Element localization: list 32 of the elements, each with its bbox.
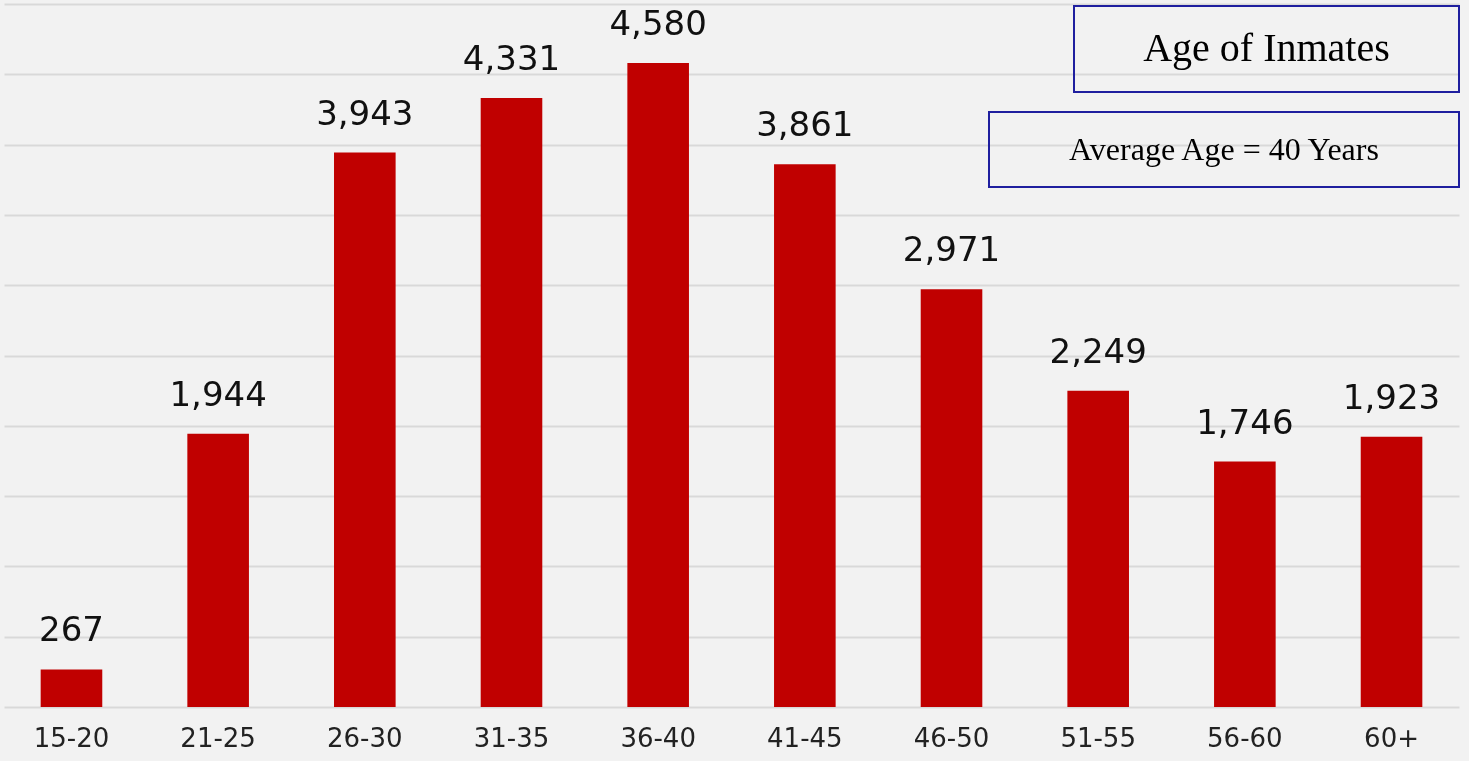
- data-label: 4,580: [609, 3, 707, 44]
- x-tick-label: 46-50: [913, 722, 990, 753]
- bar: [187, 433, 249, 707]
- data-label: 267: [39, 609, 104, 650]
- x-tick-label: 15-20: [33, 722, 110, 753]
- bar: [774, 164, 836, 707]
- x-tick-label: 56-60: [1207, 722, 1283, 753]
- data-label: 4,331: [462, 38, 561, 79]
- data-label: 1,923: [1342, 376, 1441, 417]
- bar: [40, 669, 103, 707]
- x-tick-label: 41-45: [767, 722, 843, 753]
- x-tick-label: 51-55: [1060, 722, 1136, 753]
- data-label: 3,861: [756, 104, 854, 145]
- bar: [920, 289, 983, 707]
- bar: [1067, 390, 1129, 707]
- data-label: 3,943: [316, 92, 414, 133]
- annotation: Average Age = 40 Years: [1069, 130, 1379, 167]
- x-tick-label: 26-30: [327, 722, 403, 753]
- data-label: 1,746: [1196, 401, 1294, 442]
- x-tick-label: 36-40: [620, 722, 696, 753]
- data-label: 2,249: [1049, 330, 1147, 371]
- data-label: 2,971: [902, 229, 1001, 270]
- bar: [627, 63, 689, 707]
- x-tick-label: 31-35: [473, 722, 550, 753]
- data-label: 1,944: [169, 373, 267, 414]
- bar: [1360, 436, 1423, 707]
- bar: [480, 98, 543, 707]
- text: Age of Inmates: [1143, 25, 1390, 70]
- x-tick-label: 60+: [1364, 722, 1419, 753]
- bar: [1214, 461, 1276, 707]
- x-tick-label: 21-25: [180, 722, 256, 753]
- bar: [334, 152, 396, 707]
